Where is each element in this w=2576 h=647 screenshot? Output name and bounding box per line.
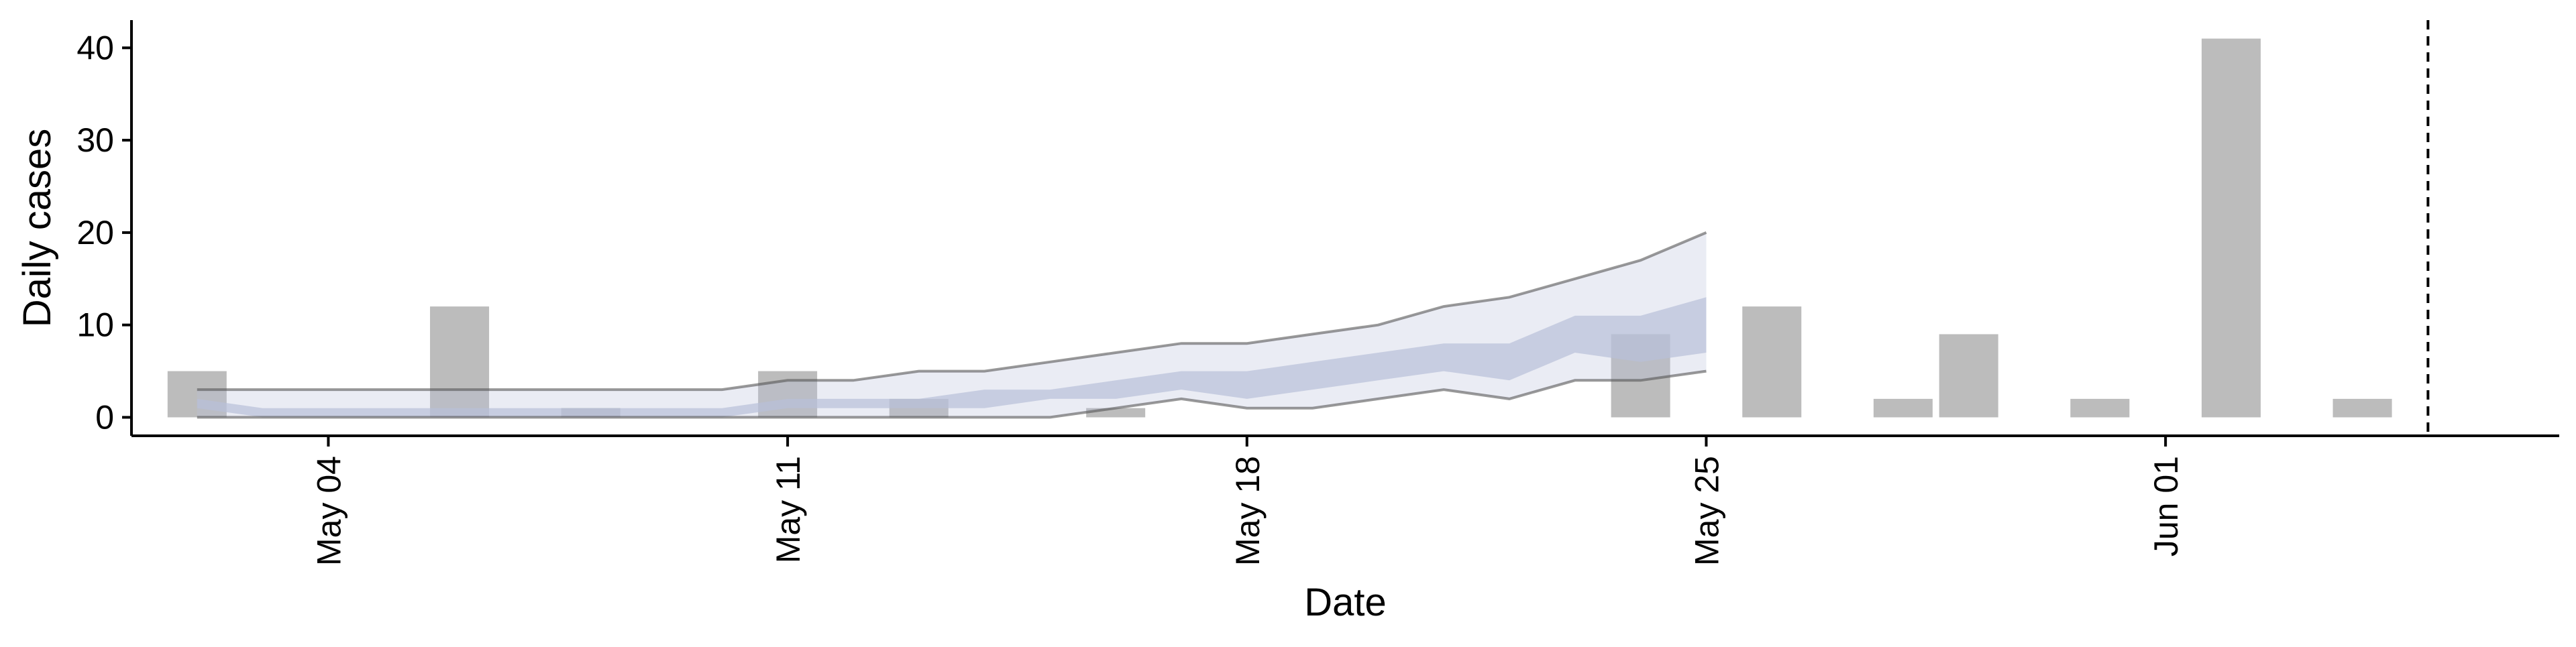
- y-tick-label: 10: [76, 306, 114, 344]
- x-tick-label: May 04: [310, 456, 347, 566]
- y-tick-label: 20: [76, 214, 114, 251]
- inner-forecast-band: [197, 297, 1707, 418]
- bar: [2201, 38, 2261, 418]
- bar: [2070, 398, 2130, 418]
- bar: [1742, 306, 1802, 418]
- bar: [1939, 334, 1998, 418]
- forecast-bands-layer: [197, 232, 1707, 418]
- bar: [1873, 398, 1933, 418]
- x-tick-label: Jun 01: [2147, 456, 2185, 556]
- forecast-lower-bound-line: [197, 369, 1707, 419]
- y-tick-label: 30: [76, 121, 114, 159]
- forecast-upper-bound-line: [197, 231, 1707, 392]
- forecast-bounds-layer: [197, 231, 1707, 419]
- x-ticks: May 04 May 11 May 18 May 25 Jun 01: [310, 436, 2185, 566]
- y-ticks: 0 10 20 30 40: [76, 29, 131, 436]
- bar: [430, 306, 490, 418]
- axes-layer: [130, 20, 2559, 437]
- y-axis-title: Daily cases: [15, 129, 59, 328]
- x-tick-label: May 18: [1229, 456, 1267, 566]
- bar: [2332, 398, 2392, 418]
- x-tick-label: May 11: [769, 456, 807, 563]
- x-tick-label: May 25: [1688, 456, 1725, 566]
- y-tick-label: 40: [76, 29, 114, 66]
- x-axis-title: Date: [1304, 581, 1387, 624]
- y-tick-label: 0: [95, 398, 114, 436]
